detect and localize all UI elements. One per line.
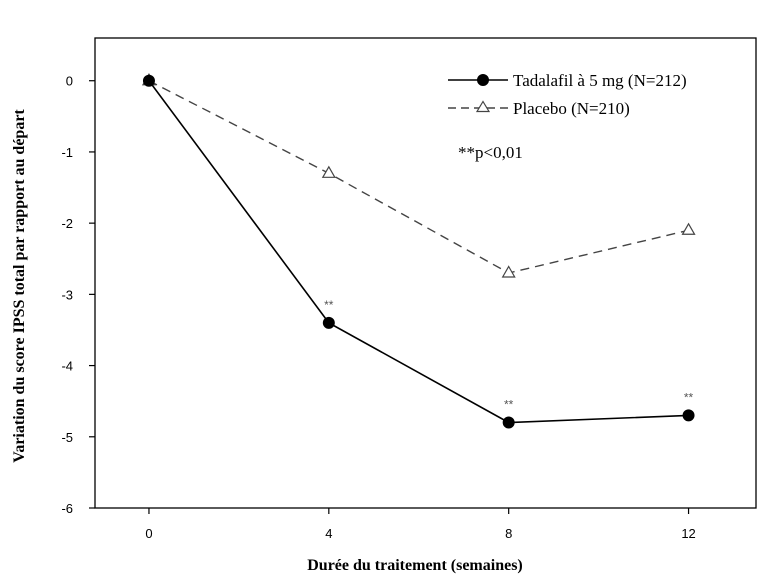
x-tick-label: 4 <box>325 526 332 541</box>
data-point-tadalafil <box>682 409 695 422</box>
legend-swatch-tadalafil-marker <box>477 74 489 86</box>
plot-area <box>94 37 757 509</box>
plot-frame <box>94 37 757 509</box>
y-tick-label: 0 <box>66 74 73 89</box>
legend: Tadalafil à 5 mg (N=212) Placebo (N=210) <box>448 71 687 118</box>
series-line-tadalafil <box>148 80 689 424</box>
x-axis-ticks: 0 4 8 12 <box>145 508 696 541</box>
x-tick-label: 8 <box>505 526 512 541</box>
series-line-placebo <box>148 80 689 274</box>
y-tick-label: -3 <box>61 287 73 302</box>
y-tick-label: -6 <box>61 501 73 516</box>
data-point-placebo <box>501 265 516 278</box>
y-axis-ticks: 0 -1 -2 -3 -4 -5 -6 <box>61 74 95 516</box>
data-point-placebo <box>681 222 696 235</box>
x-tick-label: 0 <box>145 526 152 541</box>
legend-item-tadalafil: Tadalafil à 5 mg (N=212) <box>448 71 687 90</box>
x-axis-title: Durée du traitement (semaines) <box>307 557 523 574</box>
y-tick-label: -4 <box>61 359 73 374</box>
legend-item-placebo: Placebo (N=210) <box>448 99 630 118</box>
data-point-tadalafil <box>502 416 515 429</box>
significance-markers: ** ** ** <box>324 298 693 412</box>
legend-label-placebo: Placebo (N=210) <box>513 99 630 118</box>
legend-swatch-placebo-marker <box>475 100 491 113</box>
series-layer <box>141 73 696 429</box>
legend-label-tadalafil: Tadalafil à 5 mg (N=212) <box>513 71 687 90</box>
significance-note: **p<0,01 <box>458 143 523 162</box>
data-point-tadalafil <box>322 316 335 329</box>
y-tick-label: -2 <box>61 216 73 231</box>
y-axis-title: Variation du score IPSS total par rappor… <box>11 109 28 463</box>
significance-label: ** <box>684 390 694 404</box>
y-tick-label: -1 <box>61 145 73 160</box>
significance-label: ** <box>324 298 334 312</box>
significance-label: ** <box>504 398 514 412</box>
y-tick-label: -5 <box>61 430 73 445</box>
data-point-placebo <box>321 165 336 178</box>
x-tick-label: 12 <box>681 526 695 541</box>
data-point-tadalafil <box>142 74 155 87</box>
